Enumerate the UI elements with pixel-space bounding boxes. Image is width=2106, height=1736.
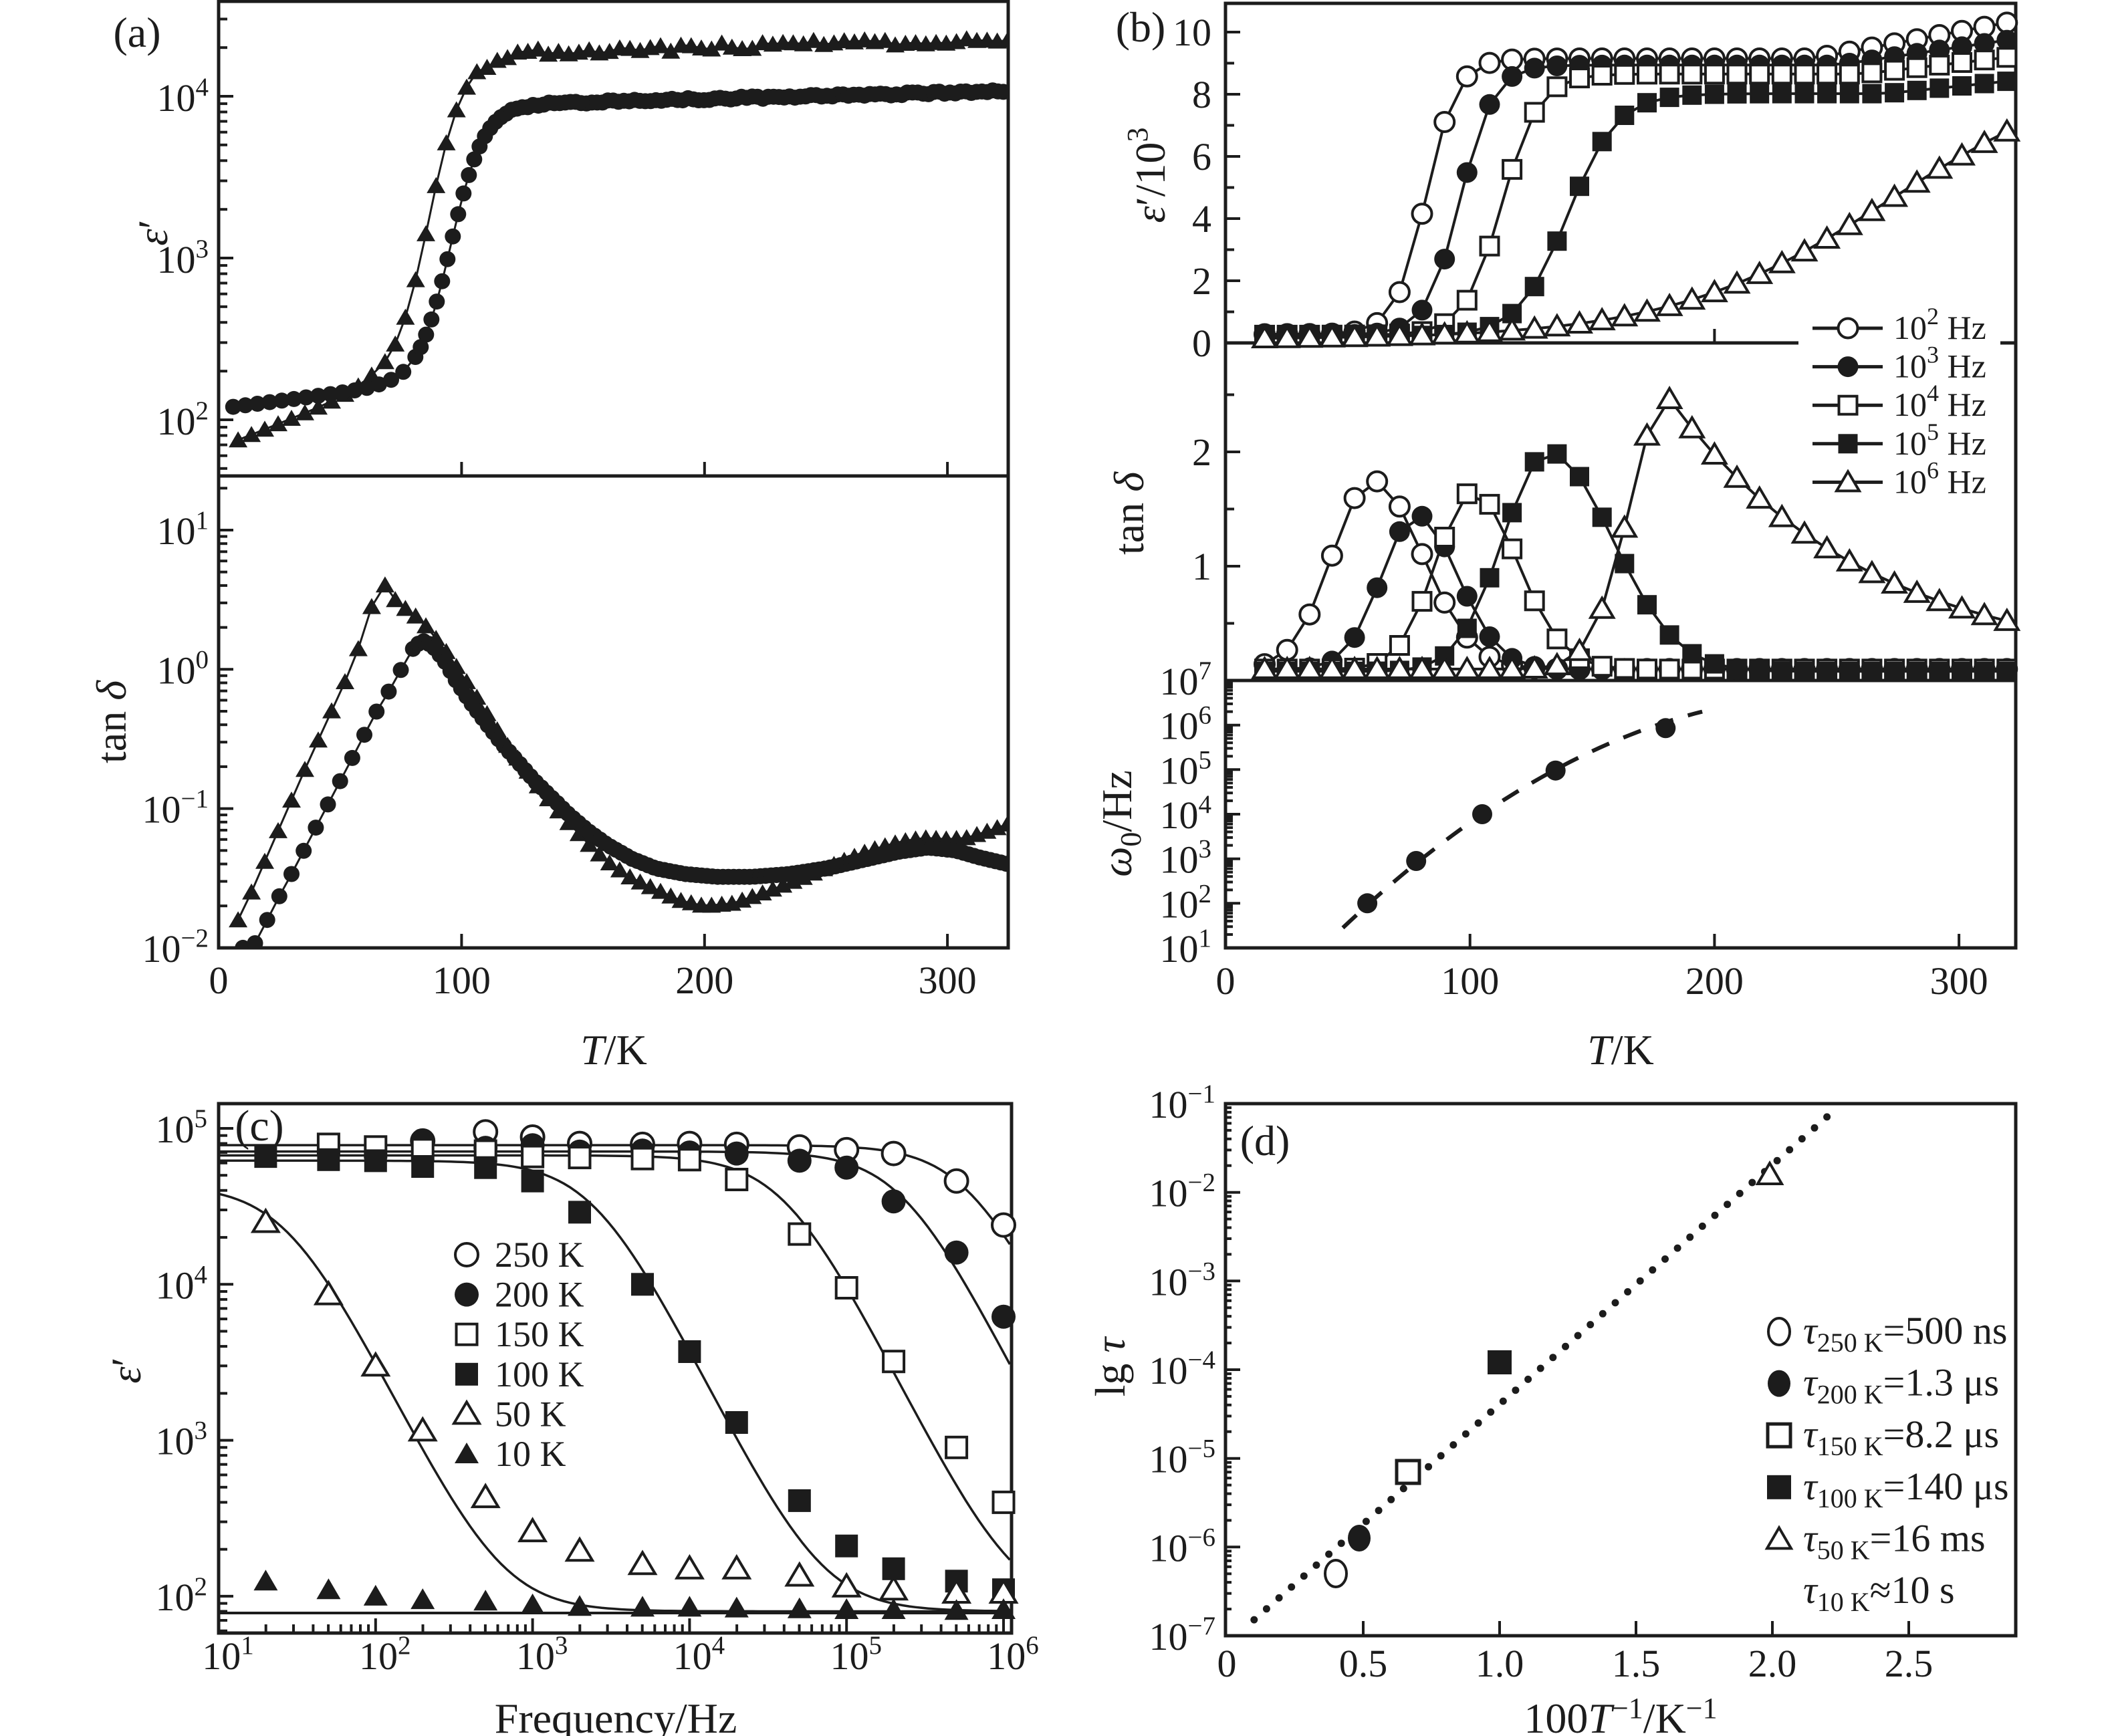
svg-text:2: 2 xyxy=(1192,259,1211,303)
svg-text:106 Hz: 106 Hz xyxy=(1893,457,1986,500)
svg-text:0.5: 0.5 xyxy=(1339,1642,1388,1685)
svg-text:100: 100 xyxy=(157,645,209,692)
svg-text:103: 103 xyxy=(157,235,209,281)
svg-text:(c): (c) xyxy=(235,1102,283,1150)
svg-text:0: 0 xyxy=(1192,322,1211,365)
svg-text:100: 100 xyxy=(1441,959,1499,1003)
svg-text:200 K: 200 K xyxy=(495,1275,584,1315)
svg-text:103: 103 xyxy=(516,1631,568,1678)
svg-text:104 Hz: 104 Hz xyxy=(1893,380,1986,423)
svg-text:0: 0 xyxy=(209,959,229,1002)
svg-text:102 Hz: 102 Hz xyxy=(1893,303,1986,346)
svg-text:106: 106 xyxy=(1160,701,1212,748)
svg-text:tan δ: tan δ xyxy=(1105,471,1153,555)
svg-text:τ250 K=500 ns: τ250 K=500 ns xyxy=(1803,1309,2007,1358)
svg-text:10−2: 10−2 xyxy=(142,924,209,971)
svg-text:τ50 K=16 ms: τ50 K=16 ms xyxy=(1803,1516,1986,1565)
svg-text:8: 8 xyxy=(1192,73,1211,116)
svg-text:0: 0 xyxy=(1217,1642,1237,1685)
svg-text:T/K: T/K xyxy=(1587,1026,1654,1074)
svg-text:10−6: 10−6 xyxy=(1149,1523,1216,1570)
svg-text:100: 100 xyxy=(433,959,491,1002)
svg-text:(b): (b) xyxy=(1116,3,1166,51)
svg-text:Frequency/Hz: Frequency/Hz xyxy=(495,1695,737,1736)
svg-text:105 Hz: 105 Hz xyxy=(1893,418,1986,462)
svg-text:ε′: ε′ xyxy=(129,219,177,245)
svg-text:102: 102 xyxy=(359,1631,411,1678)
svg-text:τ100 K=140 μs: τ100 K=140 μs xyxy=(1803,1465,2009,1513)
svg-text:ε′: ε′ xyxy=(102,1357,150,1383)
svg-text:2: 2 xyxy=(1192,430,1211,474)
svg-text:lg τ: lg τ xyxy=(1086,1336,1134,1397)
svg-text:300: 300 xyxy=(919,959,977,1002)
svg-text:10 K: 10 K xyxy=(495,1434,566,1474)
svg-text:200: 200 xyxy=(1685,959,1744,1003)
svg-text:50 K: 50 K xyxy=(495,1394,566,1434)
svg-text:6: 6 xyxy=(1192,135,1211,178)
svg-text:T/K: T/K xyxy=(580,1026,647,1074)
svg-text:2.5: 2.5 xyxy=(1885,1642,1934,1685)
svg-text:tan δ: tan δ xyxy=(88,680,135,763)
svg-text:100 K: 100 K xyxy=(495,1354,584,1394)
svg-text:1.0: 1.0 xyxy=(1476,1642,1524,1685)
svg-text:(d): (d) xyxy=(1240,1117,1290,1164)
svg-text:10−1: 10−1 xyxy=(142,785,209,832)
svg-text:200: 200 xyxy=(675,959,733,1002)
svg-text:250 K: 250 K xyxy=(495,1235,584,1275)
svg-text:(a): (a) xyxy=(113,9,160,56)
svg-text:103 Hz: 103 Hz xyxy=(1893,342,1986,385)
svg-text:ε′/103: ε′/103 xyxy=(1121,128,1174,223)
svg-text:1: 1 xyxy=(1192,545,1211,588)
svg-text:τ10 K≈10 s: τ10 K≈10 s xyxy=(1803,1568,1955,1617)
svg-text:τ200 K=1.3 μs: τ200 K=1.3 μs xyxy=(1803,1361,1999,1410)
svg-text:105: 105 xyxy=(156,1104,208,1151)
svg-text:1.5: 1.5 xyxy=(1612,1642,1661,1685)
svg-text:2.0: 2.0 xyxy=(1748,1642,1797,1685)
svg-text:300: 300 xyxy=(1930,959,1988,1003)
svg-text:10: 10 xyxy=(1173,11,1211,54)
svg-text:150 K: 150 K xyxy=(495,1314,584,1354)
svg-text:4: 4 xyxy=(1192,197,1211,241)
svg-text:ω0/Hz: ω0/Hz xyxy=(1093,770,1147,877)
svg-text:0: 0 xyxy=(1216,959,1236,1003)
svg-text:τ150 K=8.2 μs: τ150 K=8.2 μs xyxy=(1803,1412,1999,1461)
